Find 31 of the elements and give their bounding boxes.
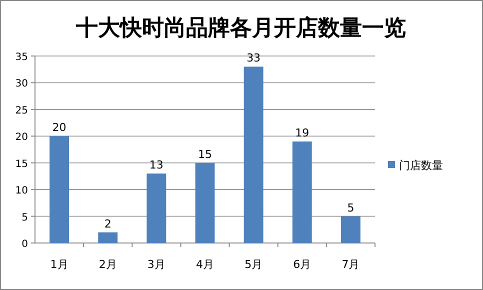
data-label: 2 [104, 217, 112, 230]
bar [341, 216, 360, 243]
x-tick-label: 3月 [147, 258, 166, 271]
y-tick-label: 15 [15, 158, 28, 170]
bar [195, 162, 215, 243]
x-tick-label: 1月 [50, 258, 68, 271]
chart-title: 十大快时尚品牌各月开店数量一览 [75, 15, 406, 41]
x-tick-label: 6月 [293, 258, 312, 271]
bar [244, 66, 264, 243]
data-label: 5 [347, 201, 354, 214]
x-tick-label: 2月 [98, 258, 117, 271]
data-label: 19 [295, 126, 310, 140]
data-label: 15 [198, 148, 212, 161]
y-tick-label: 25 [15, 105, 28, 116]
data-label: 20 [52, 121, 66, 134]
bar [146, 174, 166, 243]
x-tick-label: 4月 [196, 258, 214, 271]
data-label: 33 [246, 52, 261, 65]
y-tick-label: 20 [15, 132, 28, 144]
bar [98, 232, 118, 243]
y-tick-label: 0 [22, 239, 28, 250]
bar [50, 136, 69, 243]
bar [292, 141, 312, 243]
legend-label: 门店数量 [399, 159, 443, 172]
y-tick-label: 10 [15, 186, 28, 197]
y-tick-label: 5 [22, 212, 28, 224]
data-label: 13 [149, 158, 164, 172]
x-tick-label: 5月 [244, 258, 263, 271]
y-tick-label: 30 [15, 78, 28, 90]
y-tick-label: 35 [15, 52, 28, 63]
x-tick-label: 7月 [342, 258, 360, 271]
